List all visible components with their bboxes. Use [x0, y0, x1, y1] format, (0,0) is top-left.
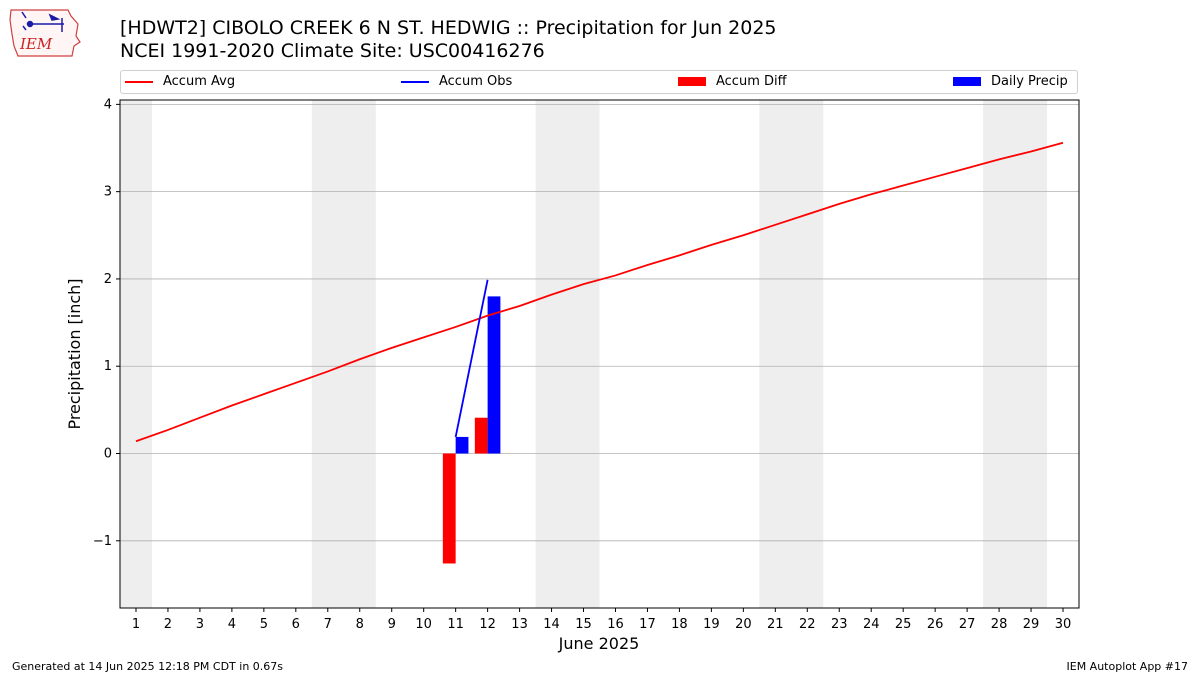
x-tick-label: 28	[991, 617, 1008, 632]
weekend-band-5	[983, 100, 1048, 608]
weekend-shading	[120, 100, 1048, 608]
x-axis-label: June 2025	[558, 634, 640, 653]
x-tick-label: 8	[356, 617, 364, 632]
bars	[442, 296, 501, 564]
y-tick-label: 4	[104, 97, 112, 112]
x-tick-label: 30	[1055, 617, 1072, 632]
bar-accum-diff-11	[442, 453, 456, 564]
x-tick-label: 23	[831, 617, 848, 632]
x-tick-label: 12	[479, 617, 496, 632]
x-tick-label: 11	[447, 617, 464, 632]
bar-accum-diff-12	[474, 417, 488, 454]
weekend-band-3	[535, 100, 600, 608]
y-axis-label: Precipitation [inch]	[65, 278, 84, 429]
x-tick-label: 26	[927, 617, 944, 632]
x-tick-label: 2	[164, 617, 172, 632]
legend-label-accum-avg: Accum Avg	[163, 74, 236, 89]
line-accum-obs	[454, 279, 489, 438]
x-tick-label: 5	[260, 617, 268, 632]
x-tick-label: 7	[324, 617, 332, 632]
legend-swatch-daily-precip	[953, 77, 981, 86]
x-tick-label: 22	[799, 617, 816, 632]
legend-swatch-accum-avg	[125, 80, 153, 83]
legend-label-daily-precip: Daily Precip	[991, 74, 1068, 89]
series-lines	[135, 141, 1064, 443]
x-tick-label: 10	[415, 617, 432, 632]
x-tick-label: 9	[388, 617, 396, 632]
weekend-band-1	[120, 100, 152, 608]
weather-station-icon	[21, 11, 64, 32]
legend-swatch-accum-diff	[678, 77, 706, 86]
x-tick-label: 21	[767, 617, 784, 632]
y-tick-label: 2	[104, 272, 112, 287]
x-tick-label: 18	[671, 617, 688, 632]
legend-entry-accum-obs: Accum Obs	[401, 74, 512, 89]
x-tick-label: 6	[292, 617, 300, 632]
y-tick-label: −1	[93, 534, 112, 549]
x-tick-label: 3	[196, 617, 204, 632]
weekend-band-4	[759, 100, 824, 608]
legend-label-accum-obs: Accum Obs	[439, 74, 513, 89]
footer-generated: Generated at 14 Jun 2025 12:18 PM CDT in…	[12, 660, 284, 673]
y-tick-label: 1	[104, 359, 112, 374]
x-tick-label: 16	[607, 617, 624, 632]
x-tick-label: 15	[575, 617, 592, 632]
x-tick-label: 13	[511, 617, 528, 632]
logo-text: IEM	[19, 35, 53, 53]
legend-label-accum-diff: Accum Diff	[716, 74, 787, 89]
bar-daily-precip-12	[487, 296, 501, 454]
chart-title: [HDWT2] CIBOLO CREEK 6 N ST. HEDWIG :: P…	[120, 17, 777, 39]
x-tick-label: 24	[863, 617, 880, 632]
x-tick-label: 17	[639, 617, 656, 632]
x-tick-label: 20	[735, 617, 752, 632]
iem-logo: IEM	[9, 9, 81, 57]
legend-entry-accum-diff: Accum Diff	[678, 74, 787, 89]
chart-subtitle: NCEI 1991-2020 Climate Site: USC00416276	[120, 40, 545, 62]
y-tick-label: 0	[104, 447, 112, 462]
x-tick-label: 4	[228, 617, 236, 632]
weekend-band-2	[311, 100, 376, 608]
plot-frame	[119, 99, 1080, 609]
legend-entry-daily-precip: Daily Precip	[953, 74, 1068, 89]
x-tick-label: 14	[543, 617, 560, 632]
x-tick-label: 27	[959, 617, 976, 632]
line-accum-avg	[135, 141, 1064, 443]
x-tick-label: 25	[895, 617, 912, 632]
x-tick-label: 1	[132, 617, 140, 632]
x-tick-label: 19	[703, 617, 720, 632]
x-tick-label: 29	[1023, 617, 1040, 632]
legend-entry-accum-avg: Accum Avg	[125, 74, 235, 89]
legend-swatch-accum-obs	[401, 80, 429, 83]
y-tick-label: 3	[104, 185, 112, 200]
chart-legend: Accum Avg Accum Obs Accum Diff Daily Pre…	[120, 70, 1078, 94]
footer-app: IEM Autoplot App #17	[1066, 660, 1189, 673]
bar-daily-precip-11	[455, 436, 469, 454]
